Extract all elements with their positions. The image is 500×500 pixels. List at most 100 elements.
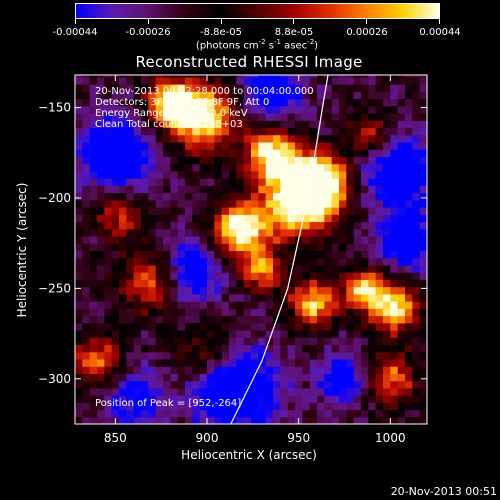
heatmap-cell (133, 192, 142, 201)
heatmap-cell (302, 98, 311, 107)
heatmap-cell (236, 170, 245, 179)
heatmap-cell (412, 207, 421, 215)
heatmap-cell (309, 98, 318, 107)
heatmap-cell (214, 329, 223, 338)
heatmap-cell (155, 351, 164, 360)
heatmap-cell (265, 149, 274, 157)
heatmap-cell (295, 243, 303, 251)
heatmap-cell (419, 91, 427, 100)
heatmap-cell (397, 264, 406, 273)
heatmap-cell (405, 235, 413, 244)
heatmap-cell (236, 243, 245, 251)
heatmap-cell (265, 358, 274, 367)
heatmap-cell (412, 120, 421, 129)
heatmap-cell (229, 75, 237, 78)
heatmap-cell (309, 214, 318, 223)
heatmap-cell (229, 387, 237, 396)
heatmap-cell (214, 207, 223, 215)
heatmap-cell (280, 250, 289, 259)
heatmap-cell (185, 84, 193, 92)
heatmap-cell (185, 112, 193, 121)
heatmap-cell (148, 178, 157, 186)
heatmap-cell (221, 301, 230, 309)
heatmap-cell (177, 149, 186, 157)
heatmap-cells (75, 75, 427, 424)
heatmap-cell (412, 279, 421, 288)
heatmap-cell (221, 337, 230, 346)
heatmap-cell (221, 416, 230, 424)
heatmap-cell (82, 134, 91, 143)
heatmap-cell (75, 120, 83, 129)
heatmap-cell (412, 272, 421, 280)
heatmap-cell (390, 178, 399, 186)
heatmap-cell (148, 75, 157, 78)
heatmap-cell (273, 387, 281, 396)
heatmap-cell (97, 250, 105, 259)
heatmap-cell (243, 156, 252, 165)
heatmap-cell (273, 221, 281, 230)
heatmap-cell (148, 134, 157, 143)
heatmap-cell (405, 293, 413, 302)
heatmap-cell (397, 192, 406, 201)
heatmap-cell (82, 402, 91, 411)
heatmap-cell (368, 286, 377, 295)
heatmap-cell (287, 112, 296, 121)
heatmap-cell (375, 228, 384, 237)
heatmap-cell (243, 358, 252, 367)
heatmap-cell (412, 141, 421, 150)
heatmap-cell (419, 315, 427, 324)
heatmap-cell (104, 250, 113, 259)
heatmap-cell (405, 402, 413, 411)
heatmap-cell (361, 322, 369, 331)
heatmap-cell (111, 84, 120, 92)
heatmap-cell (368, 75, 377, 78)
heatmap-cell (287, 199, 296, 208)
heatmap-cell (177, 84, 186, 92)
heatmap-cell (119, 358, 127, 367)
heatmap-cell (361, 358, 369, 367)
heatmap-cell (251, 250, 259, 259)
heatmap-cell (229, 358, 237, 367)
colorbar-tick-label: -0.00044 (52, 27, 98, 38)
heatmap-cell (353, 228, 362, 237)
heatmap-cell (75, 185, 83, 194)
heatmap-cell (302, 84, 311, 92)
heatmap-cell (207, 178, 215, 186)
heatmap-cell (383, 120, 391, 129)
heatmap-cell (170, 84, 179, 92)
heatmap-cell (251, 207, 259, 215)
heatmap-cell (119, 301, 127, 309)
heatmap-cell (339, 322, 347, 331)
heatmap-cell (346, 91, 355, 100)
heatmap-cell (251, 264, 259, 273)
heatmap-cell (185, 250, 193, 259)
heatmap-cell (309, 272, 318, 280)
heatmap-cell (207, 141, 215, 150)
heatmap-cell (273, 301, 281, 309)
heatmap-cell (221, 105, 230, 114)
heatmap-cell (346, 120, 355, 129)
heatmap-cell (317, 170, 325, 179)
heatmap-cell (177, 358, 186, 367)
heatmap-cell (361, 257, 369, 266)
heatmap-cell (317, 387, 325, 396)
heatmap-cell (265, 279, 274, 288)
heatmap-cell (309, 351, 318, 360)
heatmap-cell (346, 380, 355, 389)
heatmap-cell (133, 402, 142, 411)
heatmap-cell (111, 293, 120, 302)
heatmap-cell (287, 170, 296, 179)
heatmap-cell (199, 395, 208, 403)
heatmap-cell (317, 221, 325, 230)
heatmap-cell (243, 286, 252, 295)
heatmap-cell (258, 387, 267, 396)
heatmap-cell (126, 264, 135, 273)
heatmap-cell (346, 221, 355, 230)
heatmap-cell (119, 76, 127, 85)
heatmap-cell (280, 344, 289, 353)
heatmap-cell (251, 402, 259, 411)
heatmap-cell (280, 221, 289, 230)
heatmap-cell (331, 272, 340, 280)
heatmap-cell (339, 301, 347, 309)
heatmap-cell (412, 358, 421, 367)
